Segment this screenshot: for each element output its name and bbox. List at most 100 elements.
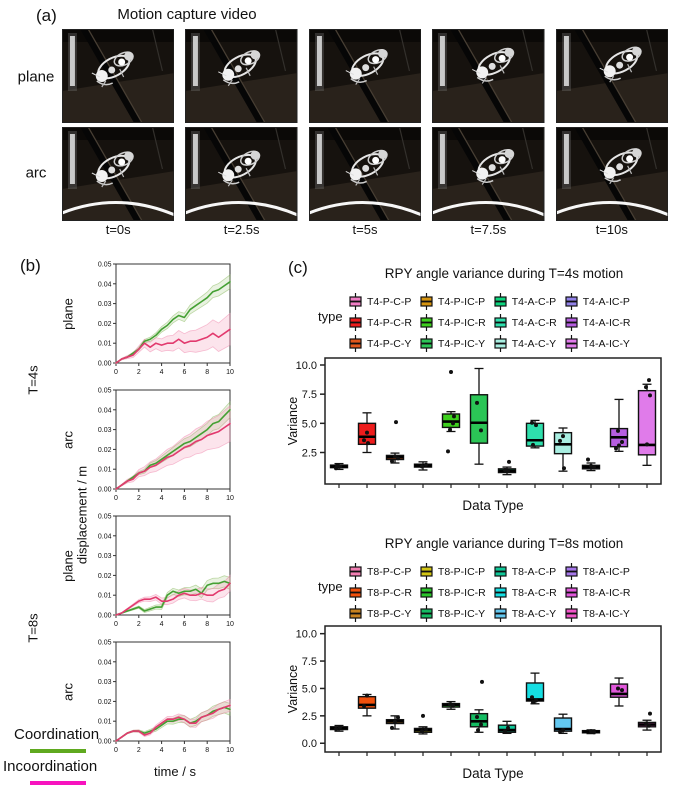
subplot-label-arc-2: arc [60, 682, 76, 702]
svg-text:0.05: 0.05 [98, 640, 112, 647]
legend-title-t8: type [318, 579, 343, 594]
svg-text:2: 2 [137, 369, 141, 376]
boxplot-swatch-icon [420, 563, 433, 580]
legend-item-T4-P-C-Y: T4-P-C-Y [348, 334, 412, 353]
svg-text:Data Type: Data Type [462, 766, 523, 781]
svg-text:2.5: 2.5 [302, 448, 317, 460]
svg-text:7.5: 7.5 [302, 656, 317, 668]
boxplot-swatch-icon [565, 584, 578, 601]
svg-text:6: 6 [182, 621, 186, 628]
lineplot-t8-plane: 0.00 0.01 0.02 0.03 0.04 0.05 0 2 4 6 8 10 [98, 514, 234, 629]
legend-item-label: T8-A-IC-Y [582, 607, 630, 620]
svg-text:0.00: 0.00 [98, 361, 112, 368]
boxplot-legend-t4: T4-P-C-P T4-P-IC-P T4-A-C-P T4-A-IC-P T4-P-C… [348, 292, 631, 353]
svg-text:0.03: 0.03 [98, 553, 112, 560]
video-frame-arc-3 [432, 127, 545, 221]
legend-item-T4-P-IC-P: T4-P-IC-P [419, 292, 486, 311]
video-frame-arc-4 [555, 127, 668, 221]
boxplot-swatch-icon [565, 563, 578, 580]
legend-swatch-incoordination [30, 781, 86, 785]
row-label-plane: plane [17, 68, 55, 86]
legend-item-label: T4-A-IC-R [582, 316, 631, 329]
svg-text:0.03: 0.03 [98, 679, 112, 686]
video-frame-arc-0 [62, 127, 175, 221]
svg-text:0: 0 [114, 369, 118, 376]
boxplot-t8: 0.0 2.5 5.0 7.5 10.0 Variance Data Type [286, 625, 662, 781]
svg-text:0.01: 0.01 [98, 593, 112, 600]
legend-item-T4-A-IC-Y: T4-A-IC-Y [564, 334, 631, 353]
time-label-1: t=2.5s [223, 222, 260, 237]
svg-text:7.5: 7.5 [302, 389, 317, 401]
legend-item-T8-A-C-Y: T8-A-C-Y [493, 604, 557, 623]
svg-text:10.0: 10.0 [296, 360, 317, 372]
legend-item-T8-P-IC-R: T8-P-IC-R [419, 583, 486, 602]
legend-item-label: T8-P-IC-P [437, 565, 486, 578]
boxplot-swatch-icon [494, 584, 507, 601]
boxplot-swatch-icon [349, 335, 362, 352]
boxplot-swatch-icon [349, 293, 362, 310]
svg-text:10.0: 10.0 [296, 629, 317, 641]
legend-label-incoordination: Incoordination [3, 758, 98, 775]
legend-item-T4-A-IC-P: T4-A-IC-P [564, 292, 631, 311]
svg-text:8: 8 [205, 369, 209, 376]
legend-item-label: T4-A-IC-P [582, 295, 630, 308]
legend-item-T8-P-IC-P: T8-P-IC-P [419, 562, 486, 581]
subplot-label-arc-1: arc [60, 430, 76, 450]
boxplot-swatch-icon [565, 605, 578, 622]
legend-item-label: T8-A-C-P [511, 565, 557, 578]
svg-text:0.03: 0.03 [98, 301, 112, 308]
svg-text:10: 10 [226, 495, 234, 502]
svg-text:0.01: 0.01 [98, 341, 112, 348]
svg-text:4: 4 [160, 747, 164, 754]
svg-text:0.02: 0.02 [98, 699, 112, 706]
panel-b-label: (b) [20, 256, 41, 275]
boxplot-t4: 2.5 5.0 7.5 10.0 Variance Data Type [286, 357, 662, 513]
svg-text:6: 6 [182, 495, 186, 502]
boxplot-swatch-icon [349, 563, 362, 580]
boxplot-title-t8: RPY angle variance during T=8s motion [384, 536, 624, 551]
time-label-2: t=5s [352, 222, 378, 237]
legend-item-label: T8-A-C-R [511, 586, 557, 599]
panel-a-title: Motion capture video [117, 6, 257, 23]
boxplot-swatch-icon [494, 605, 507, 622]
legend-item-label: T8-A-C-Y [511, 607, 557, 620]
svg-text:Data Type: Data Type [462, 498, 523, 513]
svg-text:4: 4 [160, 495, 164, 502]
time-label-4: t=10s [595, 222, 628, 237]
video-frame-plane-4 [555, 29, 668, 123]
svg-text:0.05: 0.05 [98, 514, 112, 521]
legend-item-label: T4-A-C-Y [511, 337, 557, 350]
video-frame-plane-1 [185, 29, 298, 123]
boxplot-swatch-icon [565, 293, 578, 310]
svg-text:10: 10 [226, 369, 234, 376]
svg-text:2: 2 [137, 747, 141, 754]
legend-item-label: T8-A-IC-R [582, 586, 631, 599]
x-axis-label-time: time / s [154, 764, 196, 779]
svg-text:0.04: 0.04 [98, 281, 112, 288]
legend-item-T4-A-C-Y: T4-A-C-Y [493, 334, 557, 353]
svg-text:2: 2 [137, 495, 141, 502]
svg-text:0.02: 0.02 [98, 573, 112, 580]
boxplot-swatch-icon [349, 314, 362, 331]
svg-text:0: 0 [114, 621, 118, 628]
lineplot-t8-arc: 0.00 0.01 0.02 0.03 0.04 0.05 0 2 4 6 8 10 [98, 640, 234, 755]
svg-text:4: 4 [160, 369, 164, 376]
time-labels: t=0s t=2.5s t=5s t=7.5s t=10s [62, 222, 668, 237]
boxplot-title-t4: RPY angle variance during T=4s motion [384, 266, 624, 281]
legend-item-T8-P-C-P: T8-P-C-P [348, 562, 412, 581]
boxplot-swatch-icon [494, 293, 507, 310]
legend-item-T4-P-C-R: T4-P-C-R [348, 313, 412, 332]
boxplot-swatch-icon [420, 605, 433, 622]
legend-item-label: T4-P-IC-P [437, 295, 486, 308]
svg-text:4: 4 [160, 621, 164, 628]
boxplot-swatch-icon [420, 314, 433, 331]
group-label-t4s: T=4s [25, 365, 41, 395]
svg-text:0: 0 [114, 747, 118, 754]
legend-item-T4-A-IC-R: T4-A-IC-R [564, 313, 631, 332]
time-label-3: t=7.5s [470, 222, 507, 237]
svg-text:10: 10 [226, 747, 234, 754]
svg-text:0.0: 0.0 [302, 738, 317, 750]
legend-swatch-coordination [30, 749, 86, 753]
group-label-t8s: T=8s [25, 613, 41, 643]
svg-text:0.05: 0.05 [98, 262, 112, 269]
